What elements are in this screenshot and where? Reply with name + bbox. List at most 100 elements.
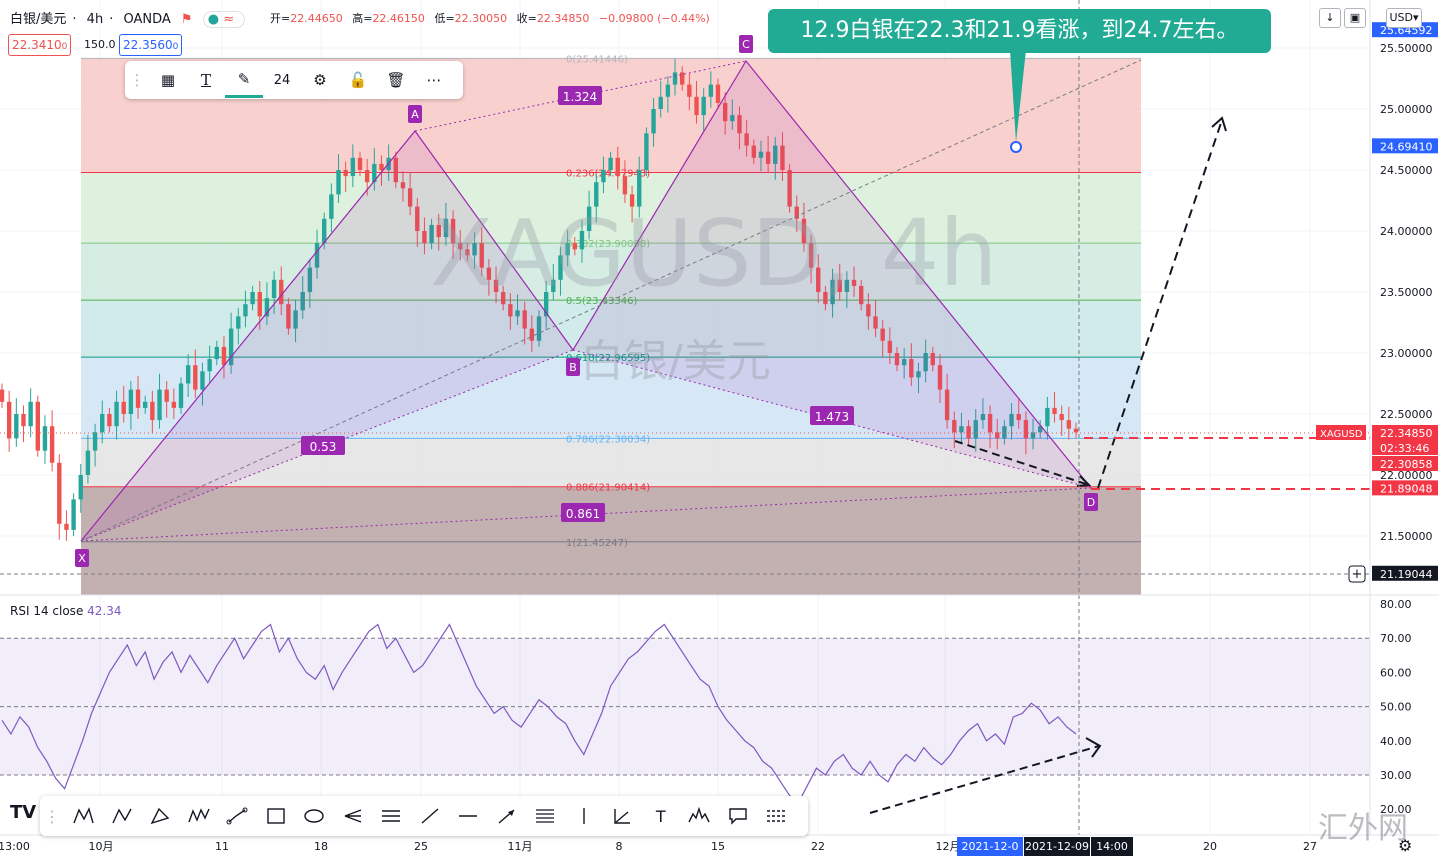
text-tool-icon[interactable]: T bbox=[655, 806, 666, 826]
fill-color-icon[interactable]: ✎ bbox=[225, 63, 263, 98]
candle-body bbox=[250, 292, 255, 305]
candle-body bbox=[880, 328, 885, 341]
candle-body bbox=[572, 243, 577, 250]
currency-select[interactable]: USD▾ bbox=[1386, 8, 1422, 28]
rsi-current-value: 42.34 bbox=[87, 604, 122, 618]
more-icon[interactable]: ⋯ bbox=[426, 71, 442, 89]
candle-body bbox=[171, 401, 177, 408]
buy-price-box[interactable]: 22.35600 bbox=[119, 34, 183, 56]
price-tick: 25.50000 bbox=[1380, 42, 1433, 55]
candle-body bbox=[808, 243, 814, 268]
candle-body bbox=[658, 96, 663, 109]
fib-channel-icon[interactable] bbox=[372, 796, 411, 836]
xabcd-pattern-icon[interactable] bbox=[64, 796, 103, 836]
add-alert-plus: + bbox=[1352, 567, 1363, 582]
settings-icon[interactable]: ⚙ bbox=[1398, 836, 1413, 855]
trend-line-icon[interactable] bbox=[411, 796, 450, 836]
tradingview-logo[interactable]: TV bbox=[10, 802, 37, 823]
candle-body bbox=[243, 304, 248, 317]
candle-body bbox=[615, 157, 620, 177]
text-style-icon[interactable]: T bbox=[200, 71, 211, 89]
triangle-pattern-icon[interactable] bbox=[141, 796, 180, 836]
candle-body bbox=[322, 218, 327, 244]
callout-note[interactable]: 12.9白银在22.3和21.9看涨，到24.7左右。 bbox=[768, 9, 1271, 53]
candle-body bbox=[543, 292, 549, 317]
rsi-tick: 40.00 bbox=[1380, 735, 1412, 748]
vertical-line-icon[interactable] bbox=[565, 796, 604, 836]
candle-body bbox=[293, 310, 298, 329]
head-shoulders-icon[interactable] bbox=[680, 796, 719, 836]
price-tag bbox=[1372, 440, 1438, 455]
ellipse-icon[interactable] bbox=[295, 796, 334, 836]
price-tick: 23.00000 bbox=[1380, 347, 1433, 360]
drag-handle-icon[interactable]: ⋮ bbox=[129, 71, 145, 89]
pitchfork-icon[interactable] bbox=[334, 796, 373, 836]
candle-body bbox=[207, 359, 212, 372]
candle-body bbox=[801, 218, 807, 244]
interval[interactable]: 4h bbox=[86, 12, 104, 27]
live-status-icon[interactable]: ● ≈ bbox=[202, 11, 246, 28]
candle-body bbox=[787, 170, 792, 207]
candle-body bbox=[1066, 420, 1072, 429]
x-axis-time-box: 14:00 bbox=[1091, 837, 1133, 856]
rsi-legend[interactable]: RSI 14 close 42.34 bbox=[10, 604, 122, 618]
candle-body bbox=[952, 420, 957, 433]
candle-body bbox=[257, 292, 262, 317]
fullscreen-icon[interactable]: ▣ bbox=[1344, 8, 1366, 28]
callout-pointer bbox=[1010, 50, 1026, 153]
collapse-icon[interactable]: ↓ bbox=[1319, 8, 1341, 28]
symbol-header[interactable]: 白银/美元 · 4h · OANDA ⚑ ● ≈ bbox=[10, 8, 251, 28]
fib-zone bbox=[81, 357, 1141, 439]
symbol-name[interactable]: 白银/美元 bbox=[10, 12, 67, 27]
rsi-tick: 30.00 bbox=[1380, 769, 1412, 782]
candle-body bbox=[780, 145, 785, 170]
path-icon[interactable] bbox=[218, 796, 257, 836]
candle-body bbox=[472, 243, 477, 256]
settings-icon[interactable]: ⚙ bbox=[313, 71, 327, 89]
measure-icon[interactable] bbox=[757, 796, 796, 836]
candle-body bbox=[114, 401, 119, 427]
lock-icon[interactable]: 🔓 bbox=[348, 71, 368, 89]
three-drives-icon[interactable] bbox=[180, 796, 219, 836]
arrow-icon[interactable] bbox=[488, 796, 527, 836]
candle-body bbox=[851, 279, 857, 286]
fib-retracement-icon[interactable] bbox=[526, 796, 565, 836]
horizontal-line-icon[interactable] bbox=[449, 796, 488, 836]
time-tick: 15 bbox=[711, 840, 725, 853]
abcd-pattern-icon[interactable] bbox=[103, 796, 142, 836]
candle-body bbox=[959, 426, 964, 433]
candle-body bbox=[565, 243, 570, 256]
sell-price-box[interactable]: 22.34100 bbox=[8, 34, 72, 56]
comment-icon[interactable] bbox=[719, 796, 758, 836]
drawing-floating-toolbar[interactable]: ⋮ ▦ T ✎ 24 ⚙ 🔓 🗑 ⋯ bbox=[125, 61, 463, 99]
fib-label: 1(21.45247) bbox=[566, 538, 628, 549]
ohlc-readout: 开=22.44650 高=22.46150 低=22.30050 收=22.34… bbox=[270, 12, 710, 25]
candle-body bbox=[608, 157, 613, 170]
ratio-label: 0.53 bbox=[310, 440, 337, 454]
candle-body bbox=[894, 353, 900, 366]
drag-handle-icon[interactable]: ⋮ bbox=[44, 806, 60, 826]
price-tag bbox=[1372, 456, 1438, 471]
rectangle-icon[interactable] bbox=[257, 796, 296, 836]
candle-body bbox=[586, 206, 592, 231]
trash-icon[interactable]: 🗑 bbox=[386, 71, 406, 89]
candle-body bbox=[758, 151, 764, 158]
angle-icon[interactable] bbox=[603, 796, 642, 836]
price-tag-label: 21.89048 bbox=[1380, 482, 1433, 495]
font-size-value[interactable]: 24 bbox=[273, 72, 291, 88]
candle-body bbox=[150, 401, 155, 421]
candle-body bbox=[579, 231, 585, 250]
candle-body bbox=[78, 475, 83, 500]
candle-body bbox=[436, 224, 441, 238]
drawing-tools-bar[interactable]: ⋮ T bbox=[40, 796, 808, 836]
candle-body bbox=[64, 523, 69, 530]
candle-body bbox=[314, 243, 320, 268]
candle-body bbox=[286, 304, 291, 329]
candle-body bbox=[128, 389, 134, 414]
xab-triangle bbox=[81, 131, 573, 541]
template-icon[interactable]: ▦ bbox=[160, 71, 176, 89]
candle-body bbox=[1016, 414, 1021, 421]
price-tick: 24.00000 bbox=[1380, 225, 1433, 238]
